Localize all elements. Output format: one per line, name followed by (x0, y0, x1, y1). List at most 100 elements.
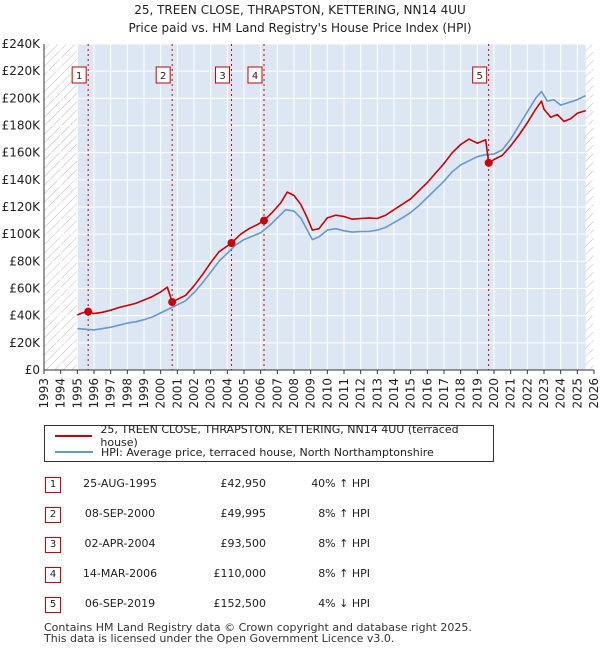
transaction-date: 25-AUG-1995 (83, 477, 157, 490)
sale-label-5: 5 (476, 71, 482, 82)
x-tick-label: 2013 (370, 378, 384, 409)
transaction-date: 02-APR-2004 (84, 537, 156, 550)
transaction-price: £42,950 (220, 477, 267, 490)
sale-point-2 (168, 298, 177, 307)
x-tick-label: 2012 (354, 378, 368, 409)
x-tick-label: 1999 (137, 378, 151, 409)
footer-copyright: Contains HM Land Registry data © Crown c… (44, 621, 472, 634)
x-tick-label: 2016 (420, 378, 434, 409)
table-row: 1 25-AUG-1995 £42,950 40% ↑ HPI (0, 470, 600, 498)
sale-point-4 (260, 216, 268, 225)
transaction-number: 2 (45, 507, 61, 523)
sale-label-box-1 (71, 66, 87, 84)
sale-point-1 (84, 307, 93, 316)
transaction-hpi: 8% ↑ HPI (318, 537, 370, 550)
hpi-line (77, 90, 587, 331)
sale-label-4: 4 (252, 71, 258, 82)
legend-swatch-hpi (55, 451, 93, 453)
y-tick-label: £220K (2, 64, 42, 78)
y-tick-label: £140K (2, 173, 42, 187)
x-tick-label: 2026 (587, 378, 600, 409)
x-tick-label: 1995 (70, 378, 84, 409)
x-tick-label: 1993 (37, 378, 51, 409)
transaction-date: 08-SEP-2000 (84, 507, 156, 520)
transaction-price: £110,000 (213, 567, 267, 580)
x-tick-label: 2015 (404, 378, 418, 409)
sale-label-box-4 (247, 66, 263, 84)
y-tick-label: £100K (2, 227, 42, 241)
x-tick-label: 2003 (204, 378, 218, 409)
x-tick-label: 2024 (554, 378, 568, 409)
x-tick-label: 2005 (237, 378, 251, 409)
sale-label-2: 2 (160, 71, 166, 82)
x-tick-label: 1994 (54, 378, 68, 409)
x-tick-label: 2008 (287, 378, 301, 409)
sale-label-box-3 (215, 66, 230, 84)
legend: 25, TREEN CLOSE, THRAPSTON, KETTERING, N… (44, 423, 494, 462)
x-tick-label: 2010 (320, 378, 334, 409)
chart-subtitle: Price paid vs. HM Land Registry's House … (128, 21, 472, 35)
transaction-date: 14-MAR-2006 (82, 567, 158, 580)
x-tick-label: 2001 (170, 378, 184, 409)
y-tick-label: £40K (9, 309, 41, 323)
sale-label-box-5 (472, 66, 488, 84)
x-tick-label: 2019 (470, 378, 484, 409)
x-tick-label: 2002 (187, 378, 201, 409)
sale-label-1: 1 (76, 71, 82, 82)
transaction-price: £152,500 (213, 597, 267, 610)
legend-label-hpi: HPI: Average price, terraced house, Nort… (101, 445, 434, 459)
transaction-number: 3 (45, 537, 61, 553)
y-tick-label: £0 (25, 363, 40, 377)
x-tick-label: 2025 (570, 378, 584, 409)
x-tick-label: 2023 (537, 378, 551, 409)
transaction-number: 4 (45, 567, 61, 583)
x-tick-label: 1997 (104, 378, 118, 409)
x-tick-label: 2022 (520, 378, 534, 409)
x-tick-label: 2006 (254, 378, 268, 409)
sale-label-3: 3 (219, 71, 225, 82)
x-tick-label: 2009 (304, 378, 318, 409)
y-tick-label: £120K (2, 200, 42, 214)
transaction-number: 1 (45, 477, 61, 493)
x-tick-label: 2000 (154, 378, 168, 409)
legend-label-property: 25, TREEN CLOSE, THRAPSTON, KETTERING, N… (100, 423, 459, 449)
price-chart: 1 2 3 4 5 £0 £20K £40K £60K £80K £100K £120K £140K £… (2, 37, 600, 409)
footer-licence: This data is licensed under the Open Gov… (44, 632, 395, 645)
x-tick-label: 2004 (220, 378, 234, 409)
y-tick-label: £160K (2, 146, 42, 160)
table-row: 4 14-MAR-2006 £110,000 8% ↑ HPI (0, 560, 600, 588)
transaction-hpi: 40% ↑ HPI (311, 477, 370, 490)
x-tick-label: 2017 (437, 378, 451, 409)
transaction-price: £93,500 (220, 537, 267, 550)
y-tick-label: £60K (9, 282, 41, 296)
y-tick-label: £80K (9, 254, 41, 268)
table-row: 3 02-APR-2004 £93,500 8% ↑ HPI (0, 530, 600, 558)
chart-title: 25, TREEN CLOSE, THRAPSTON, KETTERING, N… (134, 3, 466, 17)
table-row: 5 06-SEP-2019 £152,500 4% ↓ HPI (0, 590, 600, 618)
sale-label-box-2 (155, 66, 171, 84)
legend-item-property: 25, TREEN CLOSE, THRAPSTON, KETTERING, N… (55, 423, 493, 449)
transaction-date: 06-SEP-2019 (84, 597, 156, 610)
x-tick-label: 2014 (387, 378, 401, 409)
x-tick-label: 2018 (454, 378, 468, 409)
table-row: 2 08-SEP-2000 £49,995 8% ↑ HPI (0, 500, 600, 528)
x-tick-label: 2020 (487, 378, 501, 409)
x-tick-label: 2021 (504, 378, 518, 409)
x-tick-label: 1996 (87, 378, 101, 409)
transaction-hpi: 4% ↓ HPI (318, 597, 370, 610)
transaction-hpi: 8% ↑ HPI (318, 567, 370, 580)
transaction-price: £49,995 (220, 507, 267, 520)
sale-point-3 (227, 238, 236, 247)
x-tick-label: 1998 (120, 378, 134, 409)
x-tick-label: 2011 (337, 378, 351, 409)
legend-swatch-property (55, 435, 93, 437)
y-tick-label: £200K (2, 91, 42, 105)
y-tick-label: £240K (2, 37, 42, 51)
x-tick-label: 2007 (270, 378, 284, 409)
legend-item-hpi: HPI: Average price, terraced house, Nort… (55, 444, 434, 460)
y-tick-label: £20K (9, 336, 41, 350)
y-tick-label: £180K (2, 119, 42, 133)
footer: Contains HM Land Registry data © Crown c… (44, 622, 472, 644)
sale-point-5 (484, 158, 493, 167)
transaction-hpi: 8% ↑ HPI (318, 507, 370, 520)
